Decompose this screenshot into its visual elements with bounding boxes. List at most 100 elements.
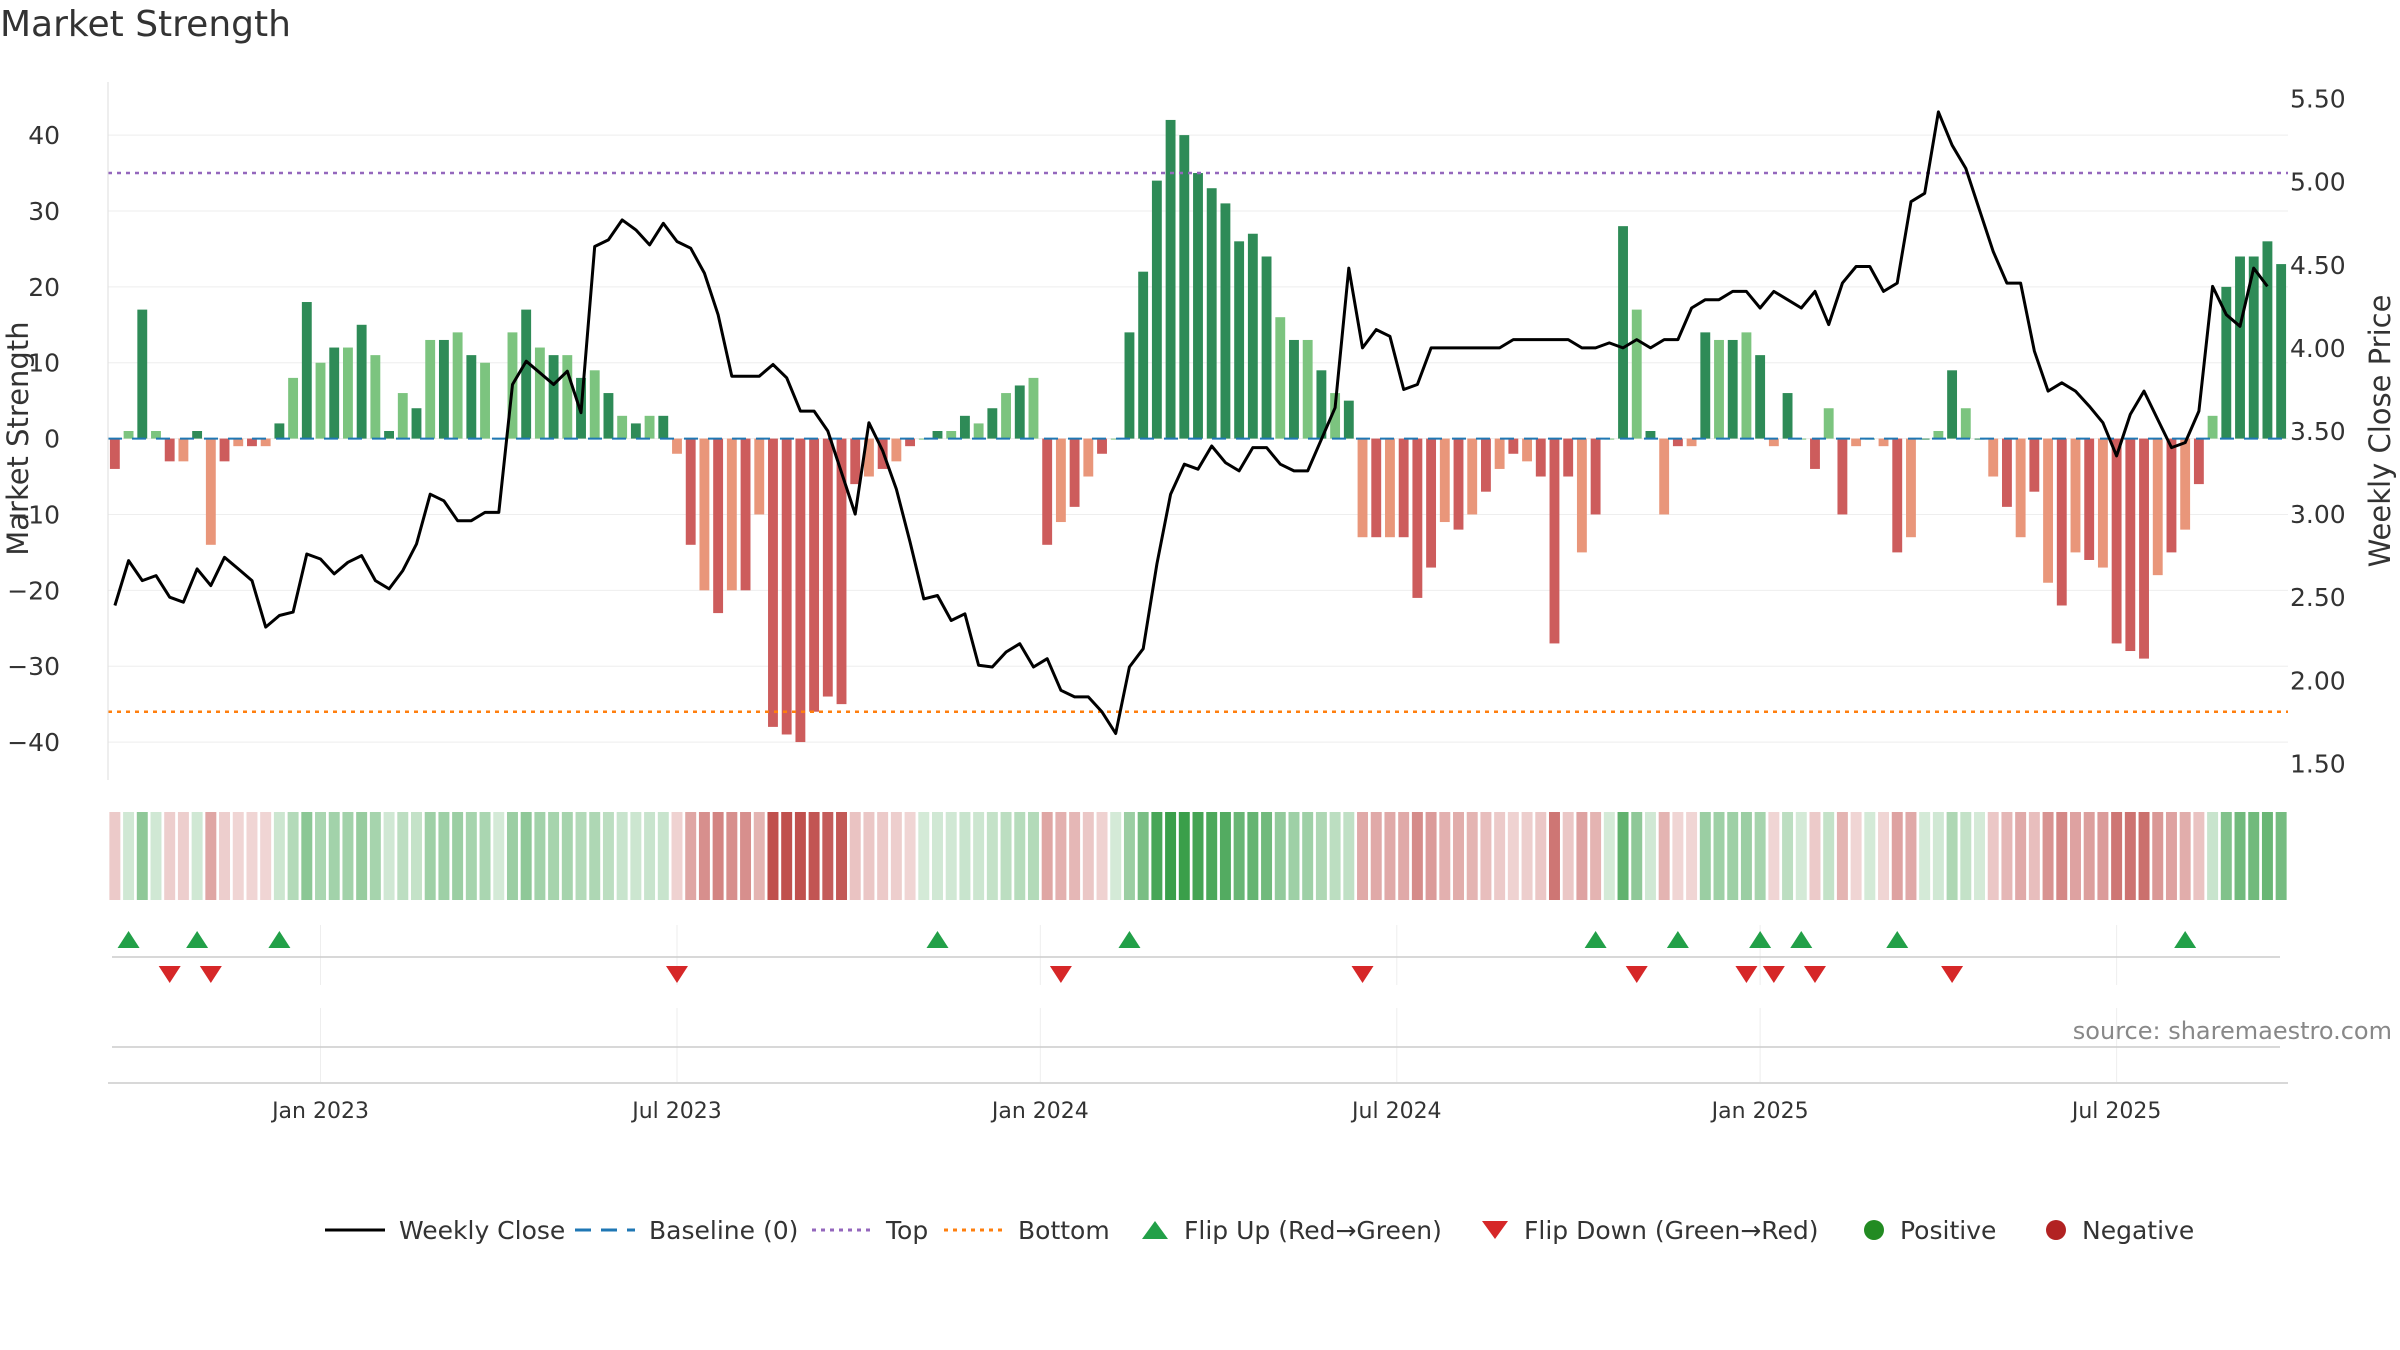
strength-bar xyxy=(1988,438,1999,477)
heat-cell xyxy=(1836,812,1848,900)
strength-bar xyxy=(1124,332,1135,439)
source-note: source: sharemaestro.com xyxy=(2072,1017,2392,1045)
strength-bar xyxy=(1385,438,1395,538)
heat-cell xyxy=(534,812,546,900)
strength-bar xyxy=(946,431,957,439)
strength-bar xyxy=(1618,226,1628,439)
strength-bar xyxy=(2043,438,2053,583)
dash-swatch-icon xyxy=(575,1228,635,1232)
heat-cell xyxy=(726,812,738,900)
strength-bar xyxy=(356,324,367,439)
heat-cell xyxy=(1603,812,1615,900)
heat-cell xyxy=(918,812,930,900)
strength-bar xyxy=(247,438,257,447)
strength-bar xyxy=(959,415,970,439)
legend-item-negative: Negative xyxy=(2044,1210,2194,1250)
heat-cell xyxy=(520,812,532,900)
strength-bar xyxy=(603,393,614,439)
heat-cell xyxy=(1453,812,1464,900)
y2-tick-label: 5.50 xyxy=(2290,85,2346,114)
strength-bar xyxy=(2248,256,2259,439)
strength-bar xyxy=(1151,180,1162,439)
strength-bar xyxy=(1810,438,1820,469)
y-tick-label: −20 xyxy=(7,576,60,605)
heat-cell xyxy=(109,812,121,900)
strength-bar xyxy=(932,431,943,439)
strength-bar xyxy=(1412,438,1423,598)
circle-red-icon xyxy=(2046,1220,2066,1240)
strength-bar xyxy=(301,302,312,439)
heat-cell xyxy=(657,812,669,900)
strength-bar xyxy=(1549,438,1560,644)
strength-bar xyxy=(466,355,477,439)
flip-down-marker xyxy=(199,966,222,983)
heat-cell xyxy=(1644,812,1656,900)
heat-cell xyxy=(1370,812,1382,900)
strength-bar xyxy=(1028,377,1039,439)
legend-label: Bottom xyxy=(1018,1215,1110,1245)
y-tick-label: −10 xyxy=(7,500,60,529)
heat-cell xyxy=(1041,812,1053,900)
y-tick-label: 40 xyxy=(28,121,60,150)
heat-cell xyxy=(2042,812,2054,900)
heat-cell xyxy=(1905,812,1917,900)
strength-bar xyxy=(754,438,765,515)
legend-item-flip-up: Flip Up (Red→Green) xyxy=(1140,1210,1442,1250)
heat-cell xyxy=(973,812,985,900)
strength-bar xyxy=(1974,438,1985,440)
flip-markers xyxy=(112,925,2280,985)
strength-bar xyxy=(1960,408,1971,439)
flip-up-marker xyxy=(268,931,291,948)
heat-cell xyxy=(2207,812,2219,900)
heat-cell xyxy=(164,812,176,900)
heat-cell xyxy=(2015,812,2027,900)
heat-cell xyxy=(1110,812,1122,900)
heat-cell xyxy=(1850,812,1862,900)
strength-bar xyxy=(2084,438,2095,560)
strength-bar xyxy=(178,438,189,462)
heat-cell xyxy=(177,812,189,900)
heat-cell xyxy=(2275,812,2287,900)
y2-tick-label: 2.50 xyxy=(2290,583,2346,612)
strength-bar xyxy=(1001,393,1011,439)
strength-bar xyxy=(562,355,573,439)
heat-cell xyxy=(356,812,368,900)
strength-bar xyxy=(1686,438,1697,447)
strength-bar xyxy=(1261,256,1272,439)
heat-cell xyxy=(1343,812,1355,900)
y-tick-label: 20 xyxy=(28,273,60,302)
strength-bar xyxy=(2221,286,2232,439)
heat-cell xyxy=(932,812,943,900)
strength-bar xyxy=(768,438,778,727)
strength-bar xyxy=(1878,438,1889,447)
heat-cell xyxy=(1576,812,1588,900)
heat-cell xyxy=(397,812,409,900)
strength-bar xyxy=(315,362,326,439)
strength-bar xyxy=(781,438,792,735)
strength-bar xyxy=(1700,332,1711,439)
strength-bar xyxy=(2276,264,2287,439)
heat-cell xyxy=(1398,812,1410,900)
strength-bar xyxy=(1837,438,1848,515)
heat-cell xyxy=(1795,812,1807,900)
strength-bar xyxy=(2125,438,2136,652)
strength-bar xyxy=(2166,438,2177,553)
heat-cell xyxy=(1014,812,1026,900)
strength-bar xyxy=(2001,438,2012,507)
strength-bar xyxy=(205,438,216,545)
heat-cell xyxy=(1055,812,1067,900)
strength-bar xyxy=(630,423,641,439)
heat-cell xyxy=(1219,812,1231,900)
strength-bar xyxy=(521,309,532,439)
strength-bar xyxy=(864,438,874,477)
x-tick-label: Jan 2023 xyxy=(270,1099,369,1124)
strength-bar xyxy=(1727,339,1738,439)
strength-bar xyxy=(1330,393,1341,439)
strength-bar xyxy=(713,438,724,614)
strength-bar xyxy=(672,438,682,454)
strength-bar xyxy=(658,415,669,439)
heat-cell xyxy=(945,812,957,900)
heat-cell xyxy=(1082,812,1094,900)
strength-bar xyxy=(1892,438,1903,553)
heat-cell xyxy=(260,812,272,900)
